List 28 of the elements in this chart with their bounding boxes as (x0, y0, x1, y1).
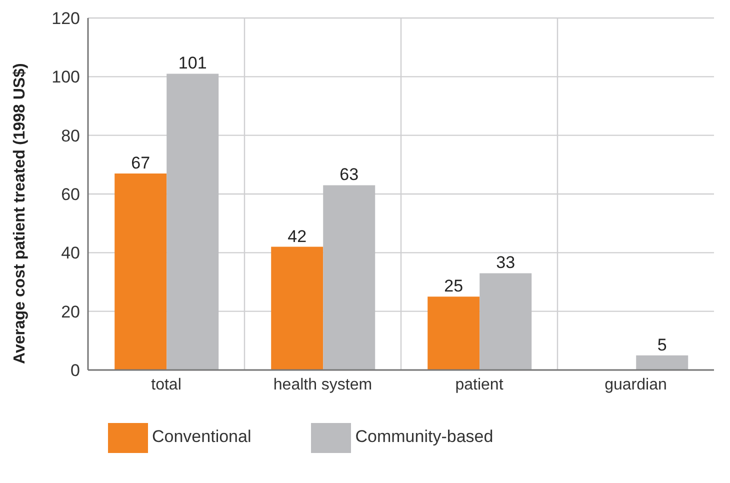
bar (428, 296, 480, 370)
data-label: 42 (288, 226, 307, 246)
y-tick-label: 120 (52, 9, 80, 28)
y-tick-label: 40 (61, 244, 80, 263)
bar (166, 74, 219, 370)
data-label: 101 (178, 54, 207, 73)
data-label: 25 (444, 276, 464, 296)
x-tick-label: health system (273, 376, 372, 394)
y-tick-label: 0 (70, 361, 80, 380)
y-axis-title: Average cost patient treated (1998 US$) (12, 63, 29, 364)
legend-label: Community-based (355, 427, 494, 446)
y-tick-label: 20 (61, 302, 80, 322)
x-tick-label: guardian (604, 376, 667, 394)
bar (271, 246, 324, 370)
x-tick-label: total (151, 376, 182, 394)
bar (636, 355, 688, 370)
legend-label: Conventional (152, 427, 252, 446)
data-label: 33 (496, 253, 516, 272)
data-label: 5 (657, 335, 667, 354)
bar (114, 173, 167, 370)
x-tick-label: patient (455, 376, 504, 394)
y-tick-label: 80 (61, 126, 80, 146)
data-label: 63 (340, 165, 359, 184)
y-tick-label: 60 (61, 185, 80, 204)
bar (323, 185, 376, 370)
y-tick-label: 100 (52, 68, 80, 87)
bar (480, 273, 532, 370)
data-label: 67 (131, 153, 150, 172)
